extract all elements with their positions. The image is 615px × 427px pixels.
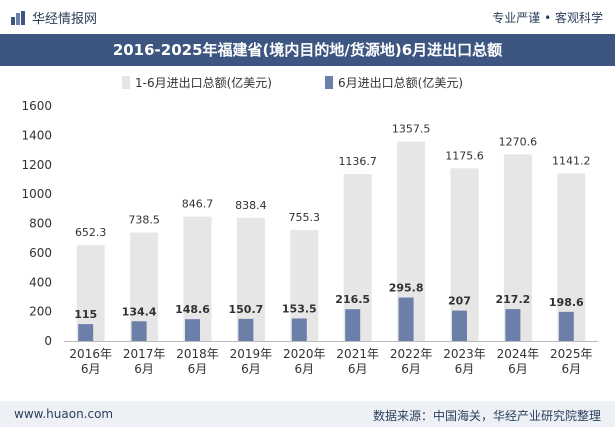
bar-series-2	[398, 297, 414, 341]
x-tick-label-year: 2021年	[336, 347, 379, 361]
bar-chart: 1-6月进出口总额(亿美元) 6月进出口总额(亿美元) 0 200 400 600 800 1…	[21, 75, 598, 374]
data-label-series-1: 1270.6	[499, 135, 538, 148]
x-tick-label-month: 6月	[294, 362, 314, 374]
data-label-series-2: 134.4	[122, 305, 157, 318]
x-tick-label-year: 2018年	[176, 347, 219, 361]
x-tick-label-year: 2024年	[497, 347, 540, 361]
data-label-series-2: 216.5	[335, 293, 370, 306]
data-label-series-2: 115	[74, 308, 97, 321]
y-tick-label: 1600	[21, 99, 52, 113]
x-tick-label-year: 2020年	[283, 347, 326, 361]
data-label-series-1: 1136.7	[338, 155, 377, 168]
x-tick-label-month: 6月	[134, 362, 154, 374]
legend-series-1-label: 1-6月进出口总额(亿美元)	[135, 75, 272, 90]
bar-series-2	[185, 319, 200, 341]
legend-series-2-label: 6月进出口总额(亿美元)	[338, 75, 463, 90]
data-label-series-2: 217.2	[496, 293, 531, 306]
x-tick-label-year: 2017年	[123, 347, 166, 361]
data-label-series-1: 755.3	[289, 211, 321, 224]
x-tick-label-year: 2022年	[390, 347, 433, 361]
data-label-series-2: 153.5	[282, 302, 317, 315]
bar-series-2	[558, 311, 574, 341]
footer: www.huaon.com 数据来源：中国海关，华经产业研究院整理	[0, 401, 615, 427]
data-label-series-1: 652.3	[75, 226, 107, 239]
data-label-series-1: 1175.6	[445, 149, 484, 162]
x-tick-label-month: 6月	[241, 362, 261, 374]
website-link[interactable]: www.huaon.com	[14, 407, 114, 421]
data-label-series-2: 295.8	[389, 282, 424, 295]
legend-series-2-swatch	[325, 76, 333, 89]
data-label-series-2: 148.6	[175, 303, 210, 316]
data-label-series-2: 207	[448, 295, 471, 308]
x-tick-label-month: 6月	[561, 362, 581, 374]
y-tick-label: 1200	[21, 158, 52, 172]
data-label-series-1: 838.4	[235, 199, 267, 212]
y-tick-label: 600	[29, 246, 52, 260]
x-tick-label-month: 6月	[348, 362, 368, 374]
top-bar: 华经情报网 专业严谨 • 客观科学	[0, 0, 615, 34]
bar-series-2	[345, 309, 361, 341]
tagline: 专业严谨 • 客观科学	[492, 11, 603, 25]
logo-icon	[11, 10, 25, 25]
x-tick-label-year: 2019年	[230, 347, 273, 361]
bar-series-2	[238, 318, 254, 341]
x-tick-label-year: 2025年	[550, 347, 593, 361]
x-tick-label-year: 2016年	[69, 347, 112, 361]
x-tick-label-year: 2023年	[443, 347, 486, 361]
brand-name: 华经情报网	[32, 12, 98, 27]
y-tick-label: 400	[29, 275, 52, 289]
data-label-series-1: 738.5	[128, 214, 160, 227]
data-label-series-1: 1141.2	[552, 154, 591, 167]
bar-series-2	[505, 309, 521, 341]
x-tick-label-month: 6月	[401, 362, 421, 374]
bar-series-2	[131, 321, 147, 341]
data-label-series-2: 150.7	[229, 303, 264, 316]
y-tick-label: 1000	[21, 187, 52, 201]
chart-title: 2016-2025年福建省(境内目的地/货源地)6月进出口总额	[0, 34, 615, 66]
data-label-series-1: 1357.5	[392, 123, 431, 136]
data-source: 数据来源：中国海关，华经产业研究院整理	[372, 409, 601, 423]
y-tick-label: 0	[44, 334, 52, 348]
x-tick-label-month: 6月	[508, 362, 528, 374]
y-tick-label: 200	[29, 305, 52, 319]
brand-logo[interactable]: 华经情报网	[10, 8, 97, 27]
y-tick-label: 800	[29, 217, 52, 231]
legend-series-1-swatch	[122, 76, 130, 89]
bar-series-2	[452, 310, 467, 341]
y-tick-label: 1400	[21, 128, 52, 142]
x-tick-label-month: 6月	[188, 362, 208, 374]
data-label-series-2: 198.6	[549, 296, 584, 309]
x-tick-label-month: 6月	[81, 362, 101, 374]
bar-series-2	[78, 324, 94, 341]
x-tick-label-month: 6月	[455, 362, 475, 374]
bar-series-2	[291, 318, 307, 341]
data-label-series-1: 846.7	[182, 198, 214, 211]
